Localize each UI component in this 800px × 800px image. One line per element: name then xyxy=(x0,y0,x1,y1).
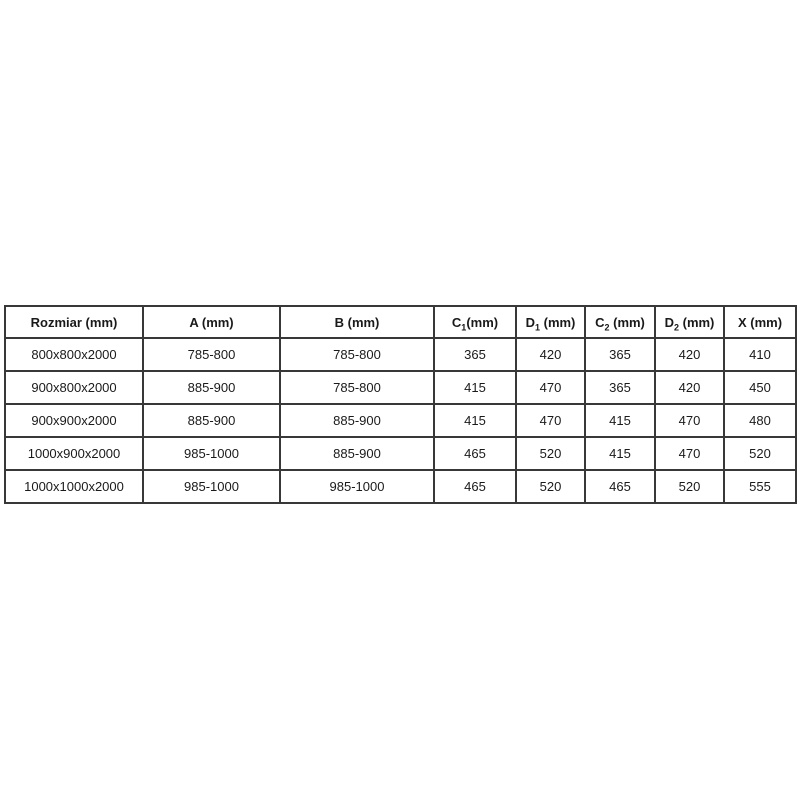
cell-d2: 420 xyxy=(654,337,725,372)
cell-b: 885-900 xyxy=(279,403,435,438)
cell-c1: 365 xyxy=(433,337,517,372)
header-c2: C2 (mm) xyxy=(584,305,656,339)
cell-d2: 470 xyxy=(654,436,725,471)
cell-a: 785-800 xyxy=(142,337,281,372)
header-label-suffix: (mm) xyxy=(466,314,499,330)
cell-a: 985-1000 xyxy=(142,436,281,471)
header-c1: C1(mm) xyxy=(433,305,517,339)
header-d1: D1 (mm) xyxy=(515,305,586,339)
cell-d1: 520 xyxy=(515,469,586,504)
header-label: X (mm) xyxy=(737,314,783,330)
cell-c2: 415 xyxy=(584,403,656,438)
cell-rozmiar: 1000x1000x2000 xyxy=(4,469,144,504)
header-rozmiar: Rozmiar (mm) xyxy=(4,305,144,339)
header-label-suffix: (mm) xyxy=(609,314,645,330)
cell-rozmiar: 1000x900x2000 xyxy=(4,436,144,471)
cell-x: 520 xyxy=(723,436,797,471)
header-subscript: 2 xyxy=(604,322,610,333)
cell-x: 555 xyxy=(723,469,797,504)
header-label: Rozmiar (mm) xyxy=(30,314,118,330)
header-label: A (mm) xyxy=(189,314,234,330)
cell-d1: 470 xyxy=(515,370,586,405)
table-row: 900x800x2000 885-900 785-800 415 470 365… xyxy=(4,370,797,405)
cell-c1: 465 xyxy=(433,469,517,504)
cell-d2: 520 xyxy=(654,469,725,504)
cell-c2: 415 xyxy=(584,436,656,471)
header-label-suffix: (mm) xyxy=(679,314,715,330)
cell-d2: 470 xyxy=(654,403,725,438)
header-label-suffix: (mm) xyxy=(540,314,576,330)
header-label: D xyxy=(525,314,535,330)
cell-rozmiar: 900x900x2000 xyxy=(4,403,144,438)
header-x: X (mm) xyxy=(723,305,797,339)
cell-a: 985-1000 xyxy=(142,469,281,504)
cell-c2: 465 xyxy=(584,469,656,504)
dimensions-table: Rozmiar (mm) A (mm) B (mm) C1(mm) D1 (mm… xyxy=(4,305,797,504)
cell-c1: 415 xyxy=(433,403,517,438)
cell-b: 985-1000 xyxy=(279,469,435,504)
header-label: C xyxy=(451,314,462,330)
cell-d2: 420 xyxy=(654,370,725,405)
cell-d1: 470 xyxy=(515,403,586,438)
header-a: A (mm) xyxy=(142,305,281,339)
cell-rozmiar: 900x800x2000 xyxy=(4,370,144,405)
cell-b: 885-900 xyxy=(279,436,435,471)
header-row: Rozmiar (mm) A (mm) B (mm) C1(mm) D1 (mm… xyxy=(4,305,797,339)
cell-x: 480 xyxy=(723,403,797,438)
header-subscript: 1 xyxy=(534,322,540,333)
header-label: D xyxy=(664,314,674,330)
cell-c1: 465 xyxy=(433,436,517,471)
header-label: C xyxy=(595,314,605,330)
table-row: 900x900x2000 885-900 885-900 415 470 415… xyxy=(4,403,797,438)
cell-d1: 420 xyxy=(515,337,586,372)
header-subscript: 2 xyxy=(673,322,679,333)
cell-c2: 365 xyxy=(584,370,656,405)
cell-a: 885-900 xyxy=(142,403,281,438)
cell-x: 450 xyxy=(723,370,797,405)
cell-d1: 520 xyxy=(515,436,586,471)
table-row: 1000x900x2000 985-1000 885-900 465 520 4… xyxy=(4,436,797,471)
cell-c2: 365 xyxy=(584,337,656,372)
cell-b: 785-800 xyxy=(279,337,435,372)
cell-x: 410 xyxy=(723,337,797,372)
cell-c1: 415 xyxy=(433,370,517,405)
table-row: 1000x1000x2000 985-1000 985-1000 465 520… xyxy=(4,469,797,504)
table-row: 800x800x2000 785-800 785-800 365 420 365… xyxy=(4,337,797,372)
header-label: B (mm) xyxy=(334,314,380,330)
cell-b: 785-800 xyxy=(279,370,435,405)
header-d2: D2 (mm) xyxy=(654,305,725,339)
header-subscript: 1 xyxy=(461,322,467,333)
cell-a: 885-900 xyxy=(142,370,281,405)
cell-rozmiar: 800x800x2000 xyxy=(4,337,144,372)
header-b: B (mm) xyxy=(279,305,435,339)
